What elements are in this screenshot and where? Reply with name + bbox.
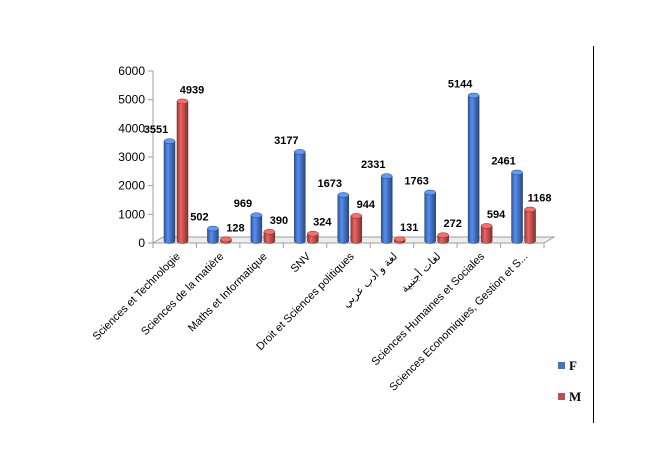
y-tick-label: 4000	[118, 121, 145, 135]
bar-body	[163, 140, 176, 244]
bar-body	[250, 214, 263, 244]
data-label: 3177	[274, 135, 298, 147]
data-label: 969	[234, 198, 252, 210]
x-category-label: لغات أجنبية	[397, 249, 443, 295]
bar-top	[524, 206, 536, 213]
bar-body	[424, 192, 436, 244]
legend-label-M: M	[569, 389, 581, 404]
bar-F-6	[424, 189, 436, 244]
bar-top	[511, 169, 523, 176]
bar-F-2	[250, 212, 263, 244]
bar-top	[207, 225, 219, 232]
bar-top	[294, 149, 306, 155]
data-label: 944	[357, 199, 376, 211]
bar-body	[263, 231, 276, 244]
bar-body	[524, 209, 536, 244]
bar-top	[380, 173, 393, 179]
bar-M-1	[220, 236, 232, 244]
bar-top	[437, 232, 449, 238]
data-label: 131	[400, 222, 418, 234]
bar-top	[263, 229, 276, 235]
bar-F-3	[294, 149, 306, 244]
bar-body	[511, 172, 523, 244]
y-tick-label: 3000	[118, 150, 145, 164]
bar-top	[350, 213, 363, 219]
bar-M-5	[393, 236, 406, 244]
legend-swatch-F	[558, 362, 565, 369]
bar-top	[393, 236, 406, 242]
data-label: 128	[226, 222, 244, 234]
bar-F-0	[163, 138, 176, 244]
bar-top	[250, 212, 263, 218]
data-label: 390	[270, 215, 288, 227]
bar-top	[307, 230, 319, 237]
data-label: 324	[313, 217, 332, 229]
bar-F-8	[511, 169, 523, 244]
data-label: 594	[487, 209, 506, 221]
data-label: 1673	[318, 178, 342, 190]
bar-F-1	[207, 225, 219, 244]
bar-top	[176, 98, 189, 105]
bar-body	[480, 225, 493, 244]
chart-frame	[51, 46, 594, 423]
data-label: 5144	[448, 79, 473, 91]
bar-top	[220, 236, 232, 243]
data-label: 1168	[528, 193, 552, 205]
legend-swatch-M	[558, 393, 565, 400]
bar-M-0	[176, 98, 189, 244]
x-category-label: Sciences de la matière	[139, 251, 226, 338]
bar-body	[294, 151, 306, 244]
x-category-label: Maths et Informatique	[186, 251, 270, 335]
bar-top	[163, 138, 176, 144]
bar-body	[380, 175, 393, 244]
data-label: 272	[443, 218, 461, 230]
bar-M-4	[350, 213, 363, 244]
bar-top	[337, 192, 350, 198]
bar-M-3	[307, 230, 319, 244]
y-tick-label: 1000	[118, 207, 145, 221]
bar-body	[467, 95, 480, 244]
legend-label-F: F	[569, 358, 577, 373]
bar-M-2	[263, 229, 276, 244]
bar-body	[337, 194, 350, 244]
bar-body	[350, 215, 363, 244]
y-tick-label: 5000	[118, 93, 145, 107]
y-tick-label: 0	[138, 236, 145, 250]
data-label: 2461	[491, 155, 515, 167]
bar-body	[176, 101, 189, 244]
data-label: 502	[190, 212, 208, 224]
bar-top	[467, 92, 480, 99]
bar-M-6	[437, 232, 449, 244]
data-label: 1763	[404, 175, 428, 187]
bar-M-8	[524, 206, 536, 244]
bar-F-4	[337, 192, 350, 244]
data-label: 4939	[180, 84, 204, 96]
bar-F-7	[467, 92, 480, 244]
bar-top	[480, 223, 493, 229]
bar-top	[424, 189, 436, 196]
x-category-label: SNV	[289, 250, 314, 275]
y-tick-label: 6000	[118, 64, 145, 78]
x-category-label: Sciences et Technologie	[91, 251, 183, 343]
bar-body	[207, 228, 219, 244]
y-tick-label: 2000	[118, 179, 145, 193]
bar-F-5	[380, 173, 393, 244]
data-label: 3551	[144, 124, 168, 136]
bar-M-7	[480, 223, 493, 244]
data-label: 2331	[361, 159, 385, 171]
